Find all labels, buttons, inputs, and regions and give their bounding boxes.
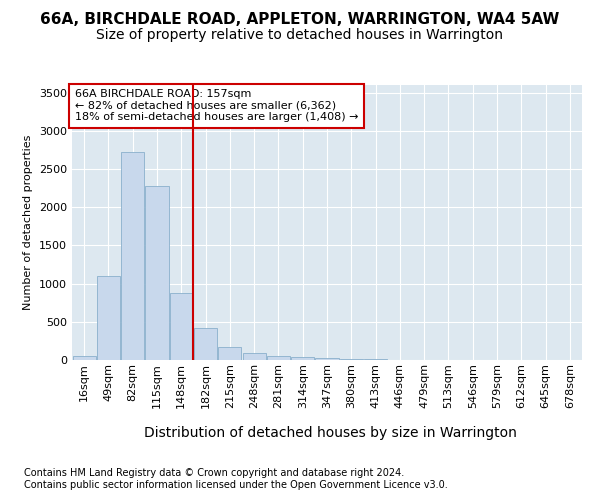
Text: Distribution of detached houses by size in Warrington: Distribution of detached houses by size … xyxy=(143,426,517,440)
Text: 66A BIRCHDALE ROAD: 157sqm
← 82% of detached houses are smaller (6,362)
18% of s: 66A BIRCHDALE ROAD: 157sqm ← 82% of deta… xyxy=(74,89,358,122)
Bar xyxy=(267,356,290,360)
Bar xyxy=(291,358,314,360)
Bar xyxy=(170,293,193,360)
Bar xyxy=(340,359,363,360)
Y-axis label: Number of detached properties: Number of detached properties xyxy=(23,135,34,310)
Text: Contains public sector information licensed under the Open Government Licence v3: Contains public sector information licen… xyxy=(24,480,448,490)
Bar xyxy=(145,186,169,360)
Text: 66A, BIRCHDALE ROAD, APPLETON, WARRINGTON, WA4 5AW: 66A, BIRCHDALE ROAD, APPLETON, WARRINGTO… xyxy=(40,12,560,28)
Bar xyxy=(121,152,144,360)
Bar xyxy=(194,328,217,360)
Bar xyxy=(97,276,120,360)
Text: Contains HM Land Registry data © Crown copyright and database right 2024.: Contains HM Land Registry data © Crown c… xyxy=(24,468,404,477)
Text: Size of property relative to detached houses in Warrington: Size of property relative to detached ho… xyxy=(97,28,503,42)
Bar xyxy=(316,358,338,360)
Bar xyxy=(218,346,241,360)
Bar xyxy=(73,356,95,360)
Bar xyxy=(242,352,266,360)
